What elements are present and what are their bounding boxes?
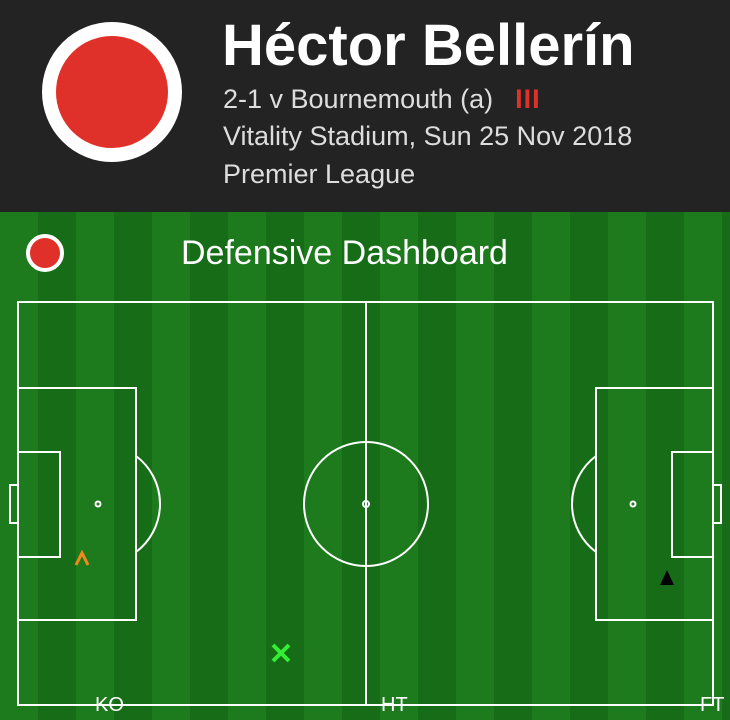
caret-up-icon — [74, 549, 90, 566]
player-name: Héctor Bellerín — [222, 13, 635, 78]
timeline-ht: HT — [381, 694, 408, 716]
match-result: 2-1 v Bournemouth (a) III — [223, 84, 541, 115]
center-circle — [303, 441, 429, 567]
left-six-yard-box — [17, 451, 61, 558]
triangle-icon — [660, 570, 674, 585]
left-penalty-box — [17, 387, 137, 621]
right-six-yard-box — [671, 451, 714, 558]
form-bars: III — [515, 84, 541, 114]
right-penalty-box — [595, 387, 714, 621]
center-spot — [362, 500, 370, 508]
match-header: Héctor Bellerín 2-1 v Bournemouth (a) III… — [0, 0, 730, 212]
cross-icon — [271, 643, 291, 663]
timeline-ko: KO — [95, 694, 124, 716]
timeline-ft: FT — [700, 694, 725, 716]
team-badge — [42, 22, 182, 162]
left-penalty-spot — [94, 500, 102, 508]
right-goal — [712, 484, 722, 524]
team-dot-icon — [26, 234, 64, 272]
venue-date: Vitality Stadium, Sun 25 Nov 2018 — [223, 121, 633, 151]
right-penalty-spot — [629, 500, 637, 508]
right-penalty-arc — [571, 455, 597, 553]
competition: Premier League — [223, 159, 416, 189]
left-goal — [9, 484, 19, 524]
dashboard-title: Defensive Dashboard — [181, 234, 508, 272]
match-result-text: 2-1 v Bournemouth (a) — [223, 84, 494, 114]
left-penalty-arc — [135, 455, 161, 553]
